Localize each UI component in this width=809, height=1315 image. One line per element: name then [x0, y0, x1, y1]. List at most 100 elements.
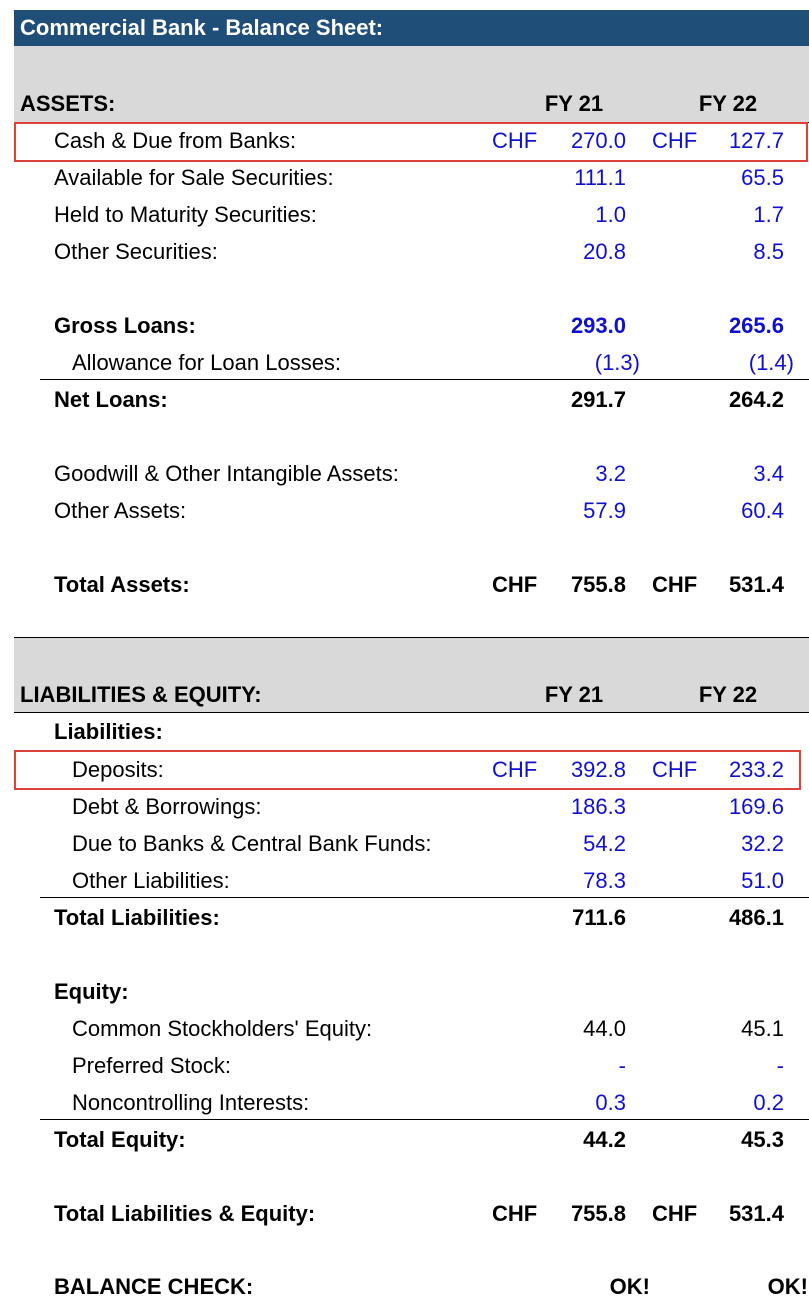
value-fy22: 32.2 [741, 831, 784, 856]
total-liabilities-divider [40, 897, 809, 898]
value-fy22: - [776, 1053, 784, 1078]
row-afs: Available for Sale Securities: 111.1 65.… [14, 159, 809, 196]
value-fy21: 3.2 [595, 461, 626, 486]
currency-fy22: CHF [652, 757, 698, 782]
value-fy21: 711.6 [572, 905, 626, 930]
row-label: Other Liabilities: [72, 868, 230, 893]
row-balance-check: BALANCE CHECK: OK! OK! [14, 1268, 809, 1305]
value-fy21: 186.3 [570, 794, 626, 819]
liabilities-subheader: Liabilities: [14, 713, 809, 750]
value-fy21: 755.8 [570, 572, 626, 597]
row-label: Due to Banks & Central Bank Funds: [72, 831, 432, 856]
value-fy21: 392.8 [570, 757, 626, 782]
row-common-equity: Common Stockholders' Equity: 44.0 45.1 [14, 1010, 809, 1047]
row-cash: Cash & Due from Banks: CHF 270.0 CHF 127… [14, 122, 809, 159]
value-fy21: 57.9 [583, 498, 626, 523]
row-label: Liabilities: [54, 719, 163, 744]
assets-header-band [14, 46, 809, 123]
value-fy22: 45.1 [741, 1016, 784, 1041]
row-total-le: Total Liabilities & Equity: CHF 755.8 CH… [14, 1195, 809, 1232]
row-label: Other Securities: [54, 239, 218, 264]
row-goodwill: Goodwill & Other Intangible Assets: 3.2 … [14, 455, 809, 492]
value-fy21: 44.0 [583, 1016, 626, 1041]
row-label: Total Assets: [54, 572, 190, 597]
value-fy22: 531.4 [728, 1201, 784, 1226]
le-header-row: LIABILITIES & EQUITY: FY 21 FY 22 [14, 676, 809, 713]
total-equity-divider [40, 1119, 809, 1120]
row-label: Held to Maturity Securities: [54, 202, 317, 227]
value-fy22: 3.4 [753, 461, 784, 486]
currency-fy21: CHF [492, 757, 538, 782]
value-fy22: 0.2 [753, 1090, 784, 1115]
row-label: Total Liabilities & Equity: [54, 1201, 316, 1226]
value-fy22: 45.3 [741, 1127, 784, 1152]
value-fy21: - [618, 1053, 626, 1078]
row-label: Total Equity: [54, 1127, 186, 1152]
value-fy21: 755.8 [570, 1201, 626, 1226]
row-label: Cash & Due from Banks: [54, 128, 297, 153]
row-total-liabilities: Total Liabilities: 711.6 486.1 [14, 899, 809, 936]
row-net-loans: Net Loans: 291.7 264.2 [14, 381, 809, 418]
row-label: Equity: [54, 979, 129, 1004]
le-header-band [14, 638, 809, 712]
value-fy22: OK! [767, 1274, 808, 1299]
value-fy21: 111.1 [574, 165, 626, 190]
value-fy22: 127.7 [728, 128, 784, 153]
value-fy22: 169.6 [728, 794, 784, 819]
highlight-deposits [14, 750, 801, 790]
row-total-equity: Total Equity: 44.2 45.3 [14, 1121, 809, 1158]
value-fy22: 265.6 [728, 313, 784, 338]
assets-header: ASSETS: [20, 91, 116, 116]
row-label: Preferred Stock: [72, 1053, 231, 1078]
row-label: Other Assets: [54, 498, 187, 523]
row-label: Net Loans: [54, 387, 168, 412]
value-fy21: 78.3 [583, 868, 626, 893]
row-label: Allowance for Loan Losses: [72, 350, 342, 375]
value-fy21: OK! [609, 1274, 650, 1299]
value-fy22: 60.4 [741, 498, 784, 523]
currency-fy22: CHF [652, 128, 698, 153]
value-fy22: 51.0 [741, 868, 784, 893]
le-header-divider [14, 712, 809, 713]
row-other-liabilities: Other Liabilities: 78.3 51.0 [14, 862, 809, 899]
le-top-divider [14, 637, 809, 638]
value-fy22: 531.4 [728, 572, 784, 597]
row-debt: Debt & Borrowings: 186.3 169.6 [14, 788, 809, 825]
assets-col-fy21: FY 21 [544, 91, 604, 116]
le-header: LIABILITIES & EQUITY: [20, 682, 262, 707]
row-deposits: Deposits: CHF 392.8 CHF 233.2 [14, 751, 809, 788]
value-fy21: 291.7 [570, 387, 626, 412]
currency-fy21: CHF [492, 1201, 538, 1226]
row-label: Debt & Borrowings: [72, 794, 262, 819]
row-label: Available for Sale Securities: [54, 165, 334, 190]
row-label: Total Liabilities: [54, 905, 220, 930]
value-fy21: (1.3) [594, 350, 640, 375]
row-other-assets: Other Assets: 57.9 60.4 [14, 492, 809, 529]
value-fy21: 1.0 [595, 202, 626, 227]
value-fy22: 486.1 [728, 905, 784, 930]
value-fy22: (1.4) [748, 350, 794, 375]
row-due-to-banks: Due to Banks & Central Bank Funds: 54.2 … [14, 825, 809, 862]
row-noncontrolling: Noncontrolling Interests: 0.3 0.2 [14, 1084, 809, 1121]
row-label: Noncontrolling Interests: [72, 1090, 310, 1115]
value-fy22: 8.5 [753, 239, 784, 264]
value-fy21: 44.2 [583, 1127, 626, 1152]
row-total-assets: Total Assets: CHF 755.8 CHF 531.4 [14, 566, 809, 603]
row-label: Common Stockholders' Equity: [72, 1016, 373, 1041]
le-col-fy22: FY 22 [698, 682, 758, 707]
value-fy22: 233.2 [728, 757, 784, 782]
row-htm: Held to Maturity Securities: 1.0 1.7 [14, 196, 809, 233]
equity-subheader: Equity: [14, 973, 809, 1010]
row-label: Deposits: [72, 757, 164, 782]
value-fy21: 0.3 [595, 1090, 626, 1115]
value-fy21: 293.0 [570, 313, 626, 338]
value-fy22: 1.7 [753, 202, 784, 227]
currency-fy21: CHF [492, 572, 538, 597]
assets-col-fy22: FY 22 [698, 91, 758, 116]
currency-fy22: CHF [652, 1201, 698, 1226]
row-label: Gross Loans: [54, 313, 196, 338]
row-preferred-stock: Preferred Stock: - - [14, 1047, 809, 1084]
row-allowance: Allowance for Loan Losses: (1.3) (1.4) [14, 344, 809, 381]
net-loans-divider [40, 379, 809, 380]
row-other-securities: Other Securities: 20.8 8.5 [14, 233, 809, 270]
